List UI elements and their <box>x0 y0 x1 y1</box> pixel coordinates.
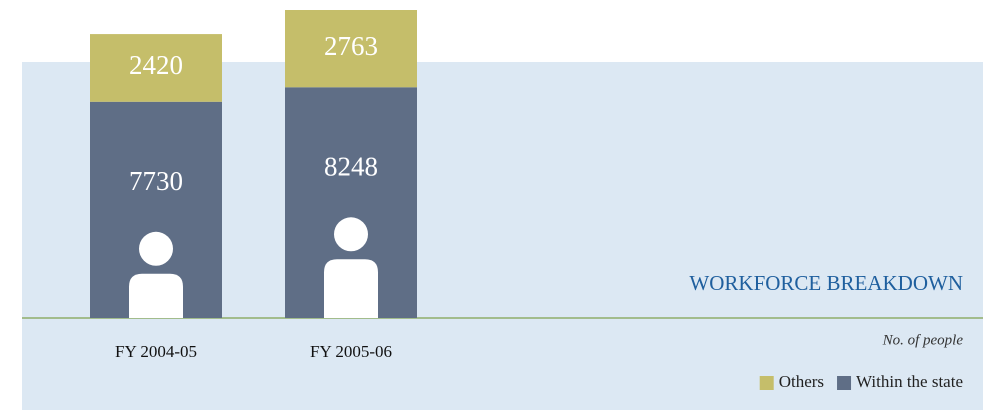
legend-swatch <box>837 376 852 390</box>
x-tick-label: FY 2004-05 <box>115 342 197 361</box>
value-label: 2420 <box>129 50 183 80</box>
x-tick-label: FY 2005-06 <box>310 342 392 361</box>
bars: 7730 2420 FY 2004-05 8248 2763 FY 2005-06 <box>90 10 417 361</box>
person-icon-body <box>324 259 378 318</box>
bar-segment <box>285 10 417 88</box>
legend: Within the state Others <box>759 372 963 391</box>
person-icon-body <box>129 273 183 318</box>
legend-label: Within the state <box>856 372 963 391</box>
person-icon-head <box>334 217 368 252</box>
bar-segment <box>90 34 222 102</box>
value-label: 7730 <box>129 166 183 196</box>
value-label: 2763 <box>324 31 378 61</box>
legend-swatch <box>759 376 774 390</box>
unit-label: No. of people <box>882 332 964 348</box>
person-icon-head <box>139 231 173 266</box>
value-label: 8248 <box>324 151 378 181</box>
chart-title: WORKFORCE BREAKDOWN <box>689 271 963 295</box>
legend-label: Others <box>779 372 824 391</box>
